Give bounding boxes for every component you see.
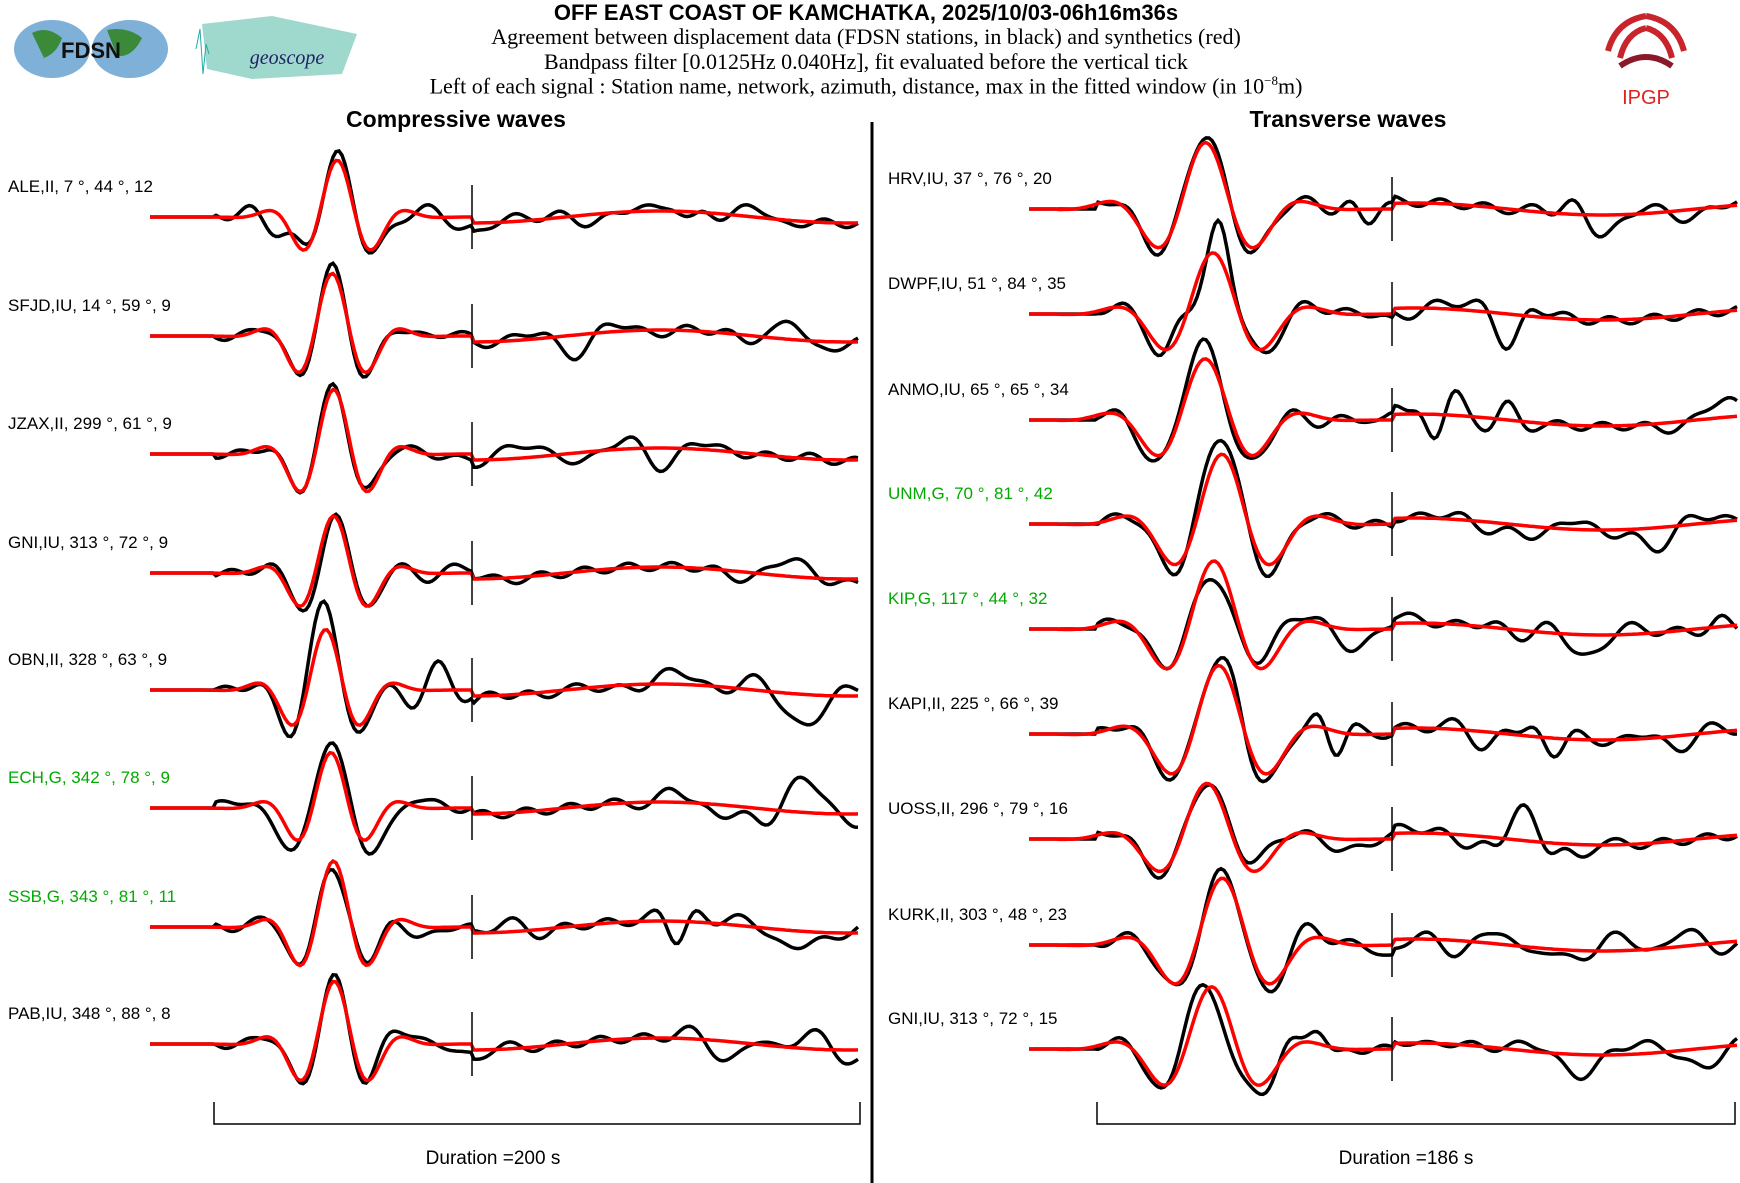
subtitle-filter: Bandpass filter [0.0125Hz 0.040Hz], fit … [544, 49, 1188, 74]
station-label: GNI,IU, 313 °, 72 °, 15 [888, 1009, 1058, 1028]
duration-left: Duration =200 s [425, 1148, 561, 1169]
synthetic-trace [150, 387, 859, 494]
synthetic-trace [1029, 140, 1738, 250]
legend-exponent: −8 [1264, 73, 1278, 88]
data-trace [1029, 136, 1738, 257]
station-label: SSB,G, 343 °, 81 °, 11 [8, 887, 177, 906]
station-label: DWPF,IU, 51 °, 84 °, 35 [888, 274, 1066, 293]
station-label: GNI,IU, 313 °, 72 °, 9 [8, 533, 169, 552]
transverse-heading: Transverse waves [1249, 106, 1447, 132]
synthetic-trace [1029, 663, 1738, 776]
station-label: KIP,G, 117 °, 44 °, 32 [888, 589, 1048, 608]
synthetic-trace [1029, 559, 1738, 671]
synthetic-trace [150, 158, 859, 252]
data-trace [1029, 578, 1739, 671]
data-trace [1029, 866, 1739, 994]
synthetic-trace [150, 979, 859, 1083]
fdsn-logo: FDSN [12, 18, 170, 80]
station-label: KURK,II, 303 °, 48 °, 23 [888, 905, 1067, 924]
data-trace [1029, 217, 1738, 358]
ipgp-logo: IPGP [1598, 6, 1694, 106]
synthetic-trace [1029, 251, 1738, 352]
data-trace [150, 512, 859, 613]
synthetic-trace [1029, 984, 1738, 1087]
synthetic-trace [1029, 876, 1738, 986]
data-trace [150, 261, 859, 379]
station-label: UOSS,II, 296 °, 79 °, 16 [888, 799, 1068, 818]
data-trace [1029, 656, 1738, 784]
geoscope-logo: geoscope [192, 14, 364, 84]
synthetic-trace [1029, 357, 1738, 458]
synthetic-trace [150, 627, 859, 728]
duration-bracket [1096, 1102, 1736, 1125]
legend-text: Left of each signal : Station name, netw… [429, 73, 1265, 99]
legend-unit: m) [1277, 73, 1303, 99]
svg-text:geoscope: geoscope [250, 47, 325, 69]
station-label: ANMO,IU, 65 °, 65 °, 34 [888, 380, 1069, 399]
data-trace [1029, 982, 1739, 1097]
station-label: OBN,II, 328 °, 63 °, 9 [8, 650, 168, 669]
station-label: SFJD,IU, 14 °, 59 °, 9 [8, 296, 171, 315]
station-label: KAPI,II, 225 °, 66 °, 39 [888, 694, 1059, 713]
subtitle-legend: Left of each signal : Station name, netw… [0, 73, 1732, 99]
station-label: PAB,IU, 348 °, 88 °, 8 [8, 1004, 171, 1023]
station-label: JZAX,II, 299 °, 61 °, 9 [8, 414, 172, 433]
data-trace [1029, 438, 1738, 579]
station-label: UNM,G, 70 °, 81 °, 42 [888, 484, 1053, 503]
data-trace [150, 381, 859, 495]
svg-text:FDSN: FDSN [61, 38, 121, 63]
duration-right: Duration =186 s [1338, 1148, 1474, 1169]
svg-text:IPGP: IPGP [1622, 87, 1670, 106]
data-trace [150, 741, 859, 856]
subtitle-agreement: Agreement between displacement data (FDS… [491, 24, 1241, 49]
station-label: ECH,G, 342 °, 78 °, 9 [8, 768, 170, 787]
data-trace [1029, 783, 1738, 880]
duration-bracket [213, 1102, 861, 1125]
compressive-heading: Compressive waves [346, 106, 566, 132]
synthetic-trace [1029, 781, 1738, 874]
data-trace [150, 149, 859, 255]
station-label: ALE,II, 7 °, 44 °, 12 [8, 177, 153, 196]
station-label: HRV,IU, 37 °, 76 °, 20 [888, 169, 1052, 188]
data-trace [150, 599, 859, 739]
synthetic-trace [150, 513, 859, 609]
data-trace [150, 972, 859, 1086]
synthetic-trace [150, 858, 859, 968]
synthetic-trace [150, 271, 859, 375]
data-trace [1029, 337, 1738, 463]
data-trace [150, 867, 860, 967]
synthetic-trace [1029, 452, 1738, 567]
event-title: OFF EAST COAST OF KAMCHATKA, 2025/10/03-… [553, 0, 1179, 25]
synthetic-trace [150, 750, 859, 843]
